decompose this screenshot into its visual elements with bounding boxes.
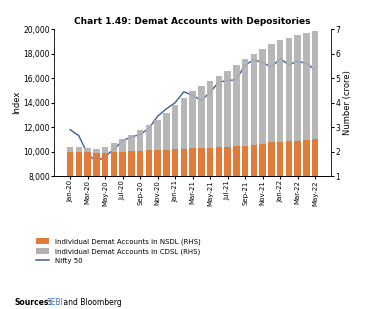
Bar (233, 65, 240, 201)
Bar (268, 44, 275, 201)
Y-axis label: Number (crore): Number (crore) (343, 70, 352, 135)
Bar (224, 147, 231, 201)
Title: Chart 1.49: Demat Accounts with Depositories: Chart 1.49: Demat Accounts with Deposito… (74, 17, 311, 26)
Bar (259, 49, 266, 201)
Bar (145, 125, 152, 201)
Bar (137, 130, 143, 201)
Bar (215, 76, 222, 201)
Bar (189, 149, 196, 201)
Bar (76, 147, 82, 201)
Bar (189, 91, 196, 201)
Bar (163, 150, 170, 201)
Bar (137, 151, 143, 201)
Bar (119, 139, 126, 201)
Bar (294, 141, 301, 201)
Bar (303, 140, 310, 201)
Bar (181, 149, 187, 201)
Bar (145, 150, 152, 201)
Bar (76, 152, 82, 201)
Bar (111, 143, 117, 201)
Text: SEBI: SEBI (47, 298, 64, 307)
Y-axis label: Index: Index (12, 91, 21, 114)
Text: and Bloomberg: and Bloomberg (61, 298, 122, 307)
Bar (233, 146, 240, 201)
Bar (312, 31, 318, 201)
Bar (119, 152, 126, 201)
Bar (84, 152, 91, 201)
Bar (102, 147, 108, 201)
Bar (67, 147, 73, 201)
Text: Sources:: Sources: (15, 298, 52, 307)
Bar (215, 147, 222, 201)
Bar (312, 139, 318, 201)
Bar (163, 112, 170, 201)
Bar (111, 152, 117, 201)
Bar (198, 148, 205, 201)
Bar (128, 134, 135, 201)
Bar (93, 149, 99, 201)
Bar (242, 59, 248, 201)
Bar (102, 153, 108, 201)
Bar (286, 142, 292, 201)
Bar (84, 148, 91, 201)
Legend: Individual Demat Accounts in NSDL (RHS), Individual Demat Accounts in CDSL (RHS): Individual Demat Accounts in NSDL (RHS),… (36, 238, 201, 264)
Bar (207, 81, 214, 201)
Bar (198, 86, 205, 201)
Bar (154, 150, 161, 201)
Bar (207, 147, 214, 201)
Bar (259, 144, 266, 201)
Bar (242, 146, 248, 201)
Bar (277, 142, 283, 201)
Bar (172, 149, 178, 201)
Bar (277, 40, 283, 201)
Bar (128, 151, 135, 201)
Bar (294, 36, 301, 201)
Bar (268, 142, 275, 201)
Bar (154, 120, 161, 201)
Bar (224, 71, 231, 201)
Bar (251, 145, 257, 201)
Bar (93, 153, 99, 201)
Bar (172, 105, 178, 201)
Bar (67, 152, 73, 201)
Bar (286, 38, 292, 201)
Bar (303, 33, 310, 201)
Bar (251, 54, 257, 201)
Bar (181, 98, 187, 201)
